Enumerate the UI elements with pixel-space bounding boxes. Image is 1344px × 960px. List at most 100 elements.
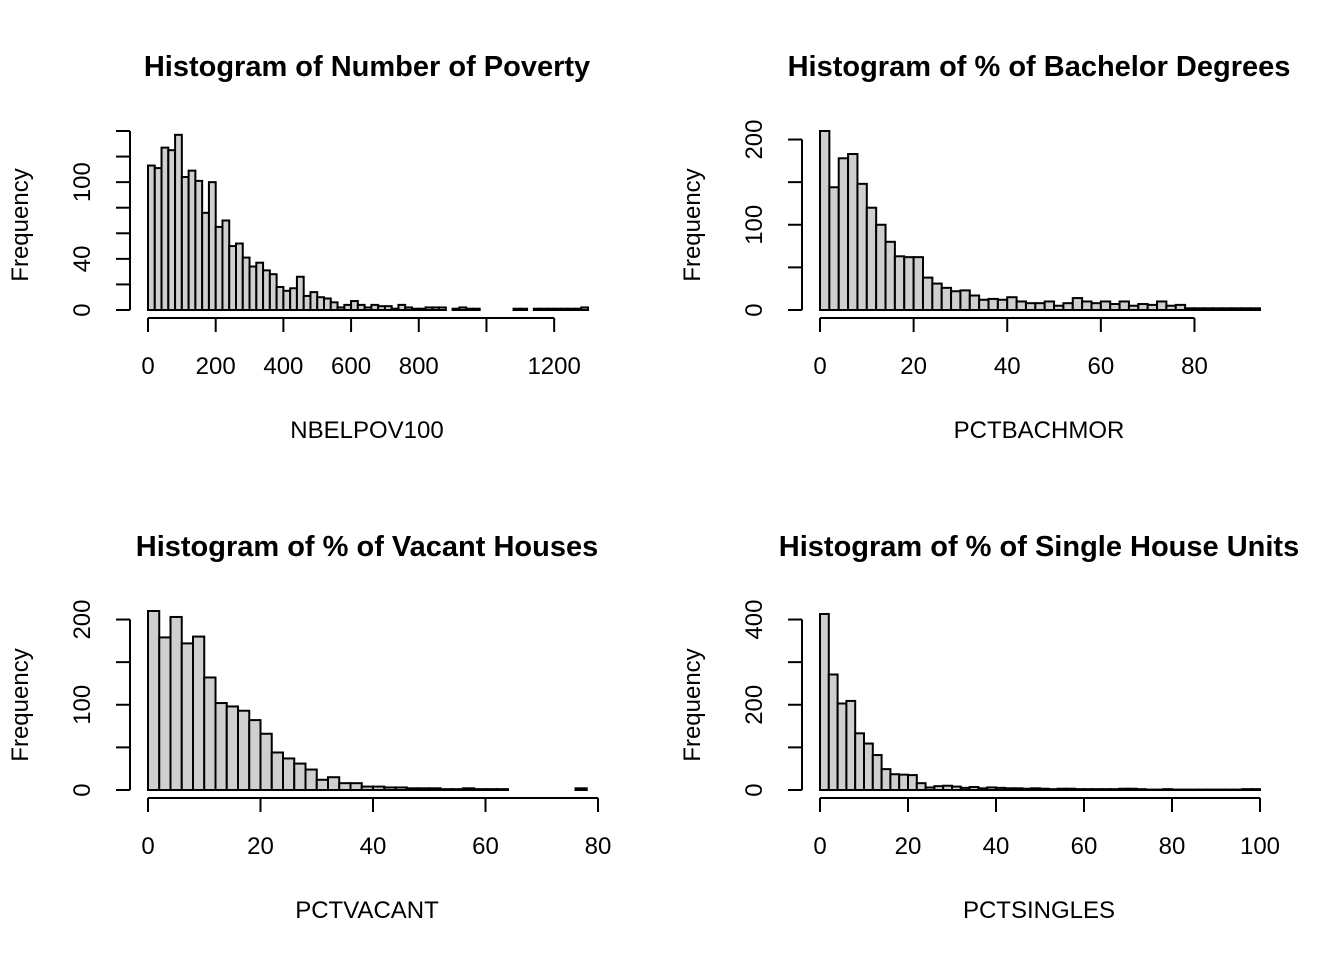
- histogram-bar: [338, 782, 352, 792]
- histogram-bar: [986, 786, 998, 792]
- bars: [147, 610, 588, 792]
- histogram-bar: [248, 719, 262, 791]
- panel-4: Histogram of % of Single House Units0200…: [679, 531, 1299, 924]
- histogram-bar: [428, 787, 442, 791]
- histogram-bar: [1109, 788, 1121, 792]
- x-tick-label: 0: [813, 353, 826, 380]
- x-axis-label: PCTVACANT: [295, 897, 439, 924]
- histogram-bar: [304, 768, 318, 791]
- histogram-bar: [553, 307, 562, 312]
- histogram-bar: [241, 256, 251, 312]
- histogram-bar: [356, 303, 366, 311]
- histogram-bar: [1003, 787, 1015, 791]
- histogram-bar: [1047, 788, 1059, 792]
- histogram-bar: [968, 786, 980, 791]
- histogram-bar: [450, 788, 464, 792]
- histogram-bar: [1174, 303, 1187, 311]
- histogram-bar: [424, 306, 434, 312]
- histogram-bar: [580, 306, 590, 312]
- panel-2: Histogram of % of Bachelor Degrees 0 100 20…: [679, 51, 1290, 444]
- histogram-bar: [1137, 303, 1149, 311]
- bars: [819, 612, 1261, 792]
- histogram-bar: [1118, 787, 1129, 792]
- y-axis-label: Frequency: [679, 648, 706, 761]
- x-axis-label: NBELPOV100: [290, 417, 443, 444]
- histogram-bar: [1240, 307, 1252, 311]
- x-axis-label: PCTBACHMOR: [954, 417, 1125, 444]
- histogram-bar: [1083, 788, 1094, 792]
- histogram-bar: [863, 742, 874, 791]
- histogram-bar: [275, 285, 285, 312]
- y-axis-label: Frequency: [7, 648, 34, 761]
- x-tick-label: 60: [1087, 353, 1114, 380]
- histogram-bar: [438, 306, 447, 312]
- y-tick-label: 100: [69, 162, 96, 202]
- histogram-bar: [207, 181, 217, 311]
- histogram-bar: [473, 788, 487, 792]
- histogram-bar: [153, 167, 163, 311]
- histogram-bar: [978, 298, 990, 311]
- histogram-bar: [439, 788, 453, 792]
- x-tick-label: 20: [247, 833, 274, 860]
- histogram-bar: [865, 206, 878, 311]
- histogram-bar: [1193, 307, 1205, 311]
- histogram-bar: [845, 699, 857, 792]
- histogram-bar: [1039, 787, 1050, 792]
- histogram-bar: [411, 307, 420, 312]
- histogram-bar: [912, 256, 924, 311]
- histogram-bar: [996, 298, 1009, 311]
- histogram-bar: [201, 211, 210, 311]
- histogram-bar: [532, 307, 542, 312]
- histogram-bar: [933, 785, 945, 792]
- histogram-bar: [854, 732, 866, 791]
- x-tick-label: 40: [983, 833, 1010, 860]
- y-axis: 0 100 200: [741, 120, 803, 317]
- histogram-bar: [1012, 787, 1024, 791]
- histogram-bar: [203, 676, 217, 791]
- histogram-bar: [237, 709, 251, 792]
- x-tick-label: 800: [399, 353, 439, 380]
- x-tick-label: 0: [141, 353, 154, 380]
- histogram-bar: [383, 305, 393, 311]
- x-axis: 0 20 40 60 80: [813, 317, 1208, 380]
- histogram-bar: [1135, 788, 1147, 792]
- histogram-bar: [194, 179, 204, 311]
- histogram-bar: [539, 307, 549, 312]
- bars: [819, 130, 1262, 312]
- histogram-bar: [255, 261, 265, 312]
- histogram-bar: [1024, 302, 1037, 311]
- histogram-bar: [819, 612, 830, 791]
- histogram-bar: [343, 303, 353, 311]
- histogram-bar: [856, 182, 868, 312]
- histogram-bar: [259, 732, 273, 791]
- histogram-bar: [1127, 787, 1138, 792]
- y-tick-label: 200: [741, 685, 768, 725]
- histogram-bar: [309, 291, 319, 312]
- histogram-bar: [383, 786, 397, 792]
- histogram-bar: [884, 240, 896, 311]
- x-tick-label: 60: [1071, 833, 1098, 860]
- chart-title: Histogram of % of Bachelor Degrees: [788, 51, 1291, 83]
- histogram-bar: [1030, 787, 1041, 791]
- chart-title: Histogram of % of Single House Units: [779, 531, 1299, 563]
- histogram-bar: [1091, 788, 1103, 792]
- chart-title: Histogram of % of Vacant Houses: [136, 531, 599, 563]
- histogram-bar: [1165, 304, 1177, 312]
- histogram-bar: [372, 785, 386, 791]
- histogram-bar: [889, 773, 901, 792]
- histogram-bar: [167, 149, 177, 311]
- histogram-bar: [248, 265, 258, 311]
- histogram-bar: [214, 225, 224, 311]
- histogram-bar: [1250, 788, 1261, 792]
- y-tick-label: 0: [69, 783, 96, 796]
- histogram-bar: [214, 702, 228, 791]
- histogram-bar: [827, 673, 839, 791]
- histogram-bar: [836, 702, 848, 792]
- histogram-bar: [559, 307, 569, 312]
- histogram-bar: [174, 133, 183, 311]
- histogram-bar: [289, 287, 298, 311]
- histogram-bar: [942, 784, 954, 792]
- histogram-bar: [950, 290, 962, 311]
- histogram-bar: [160, 146, 170, 311]
- x-axis: 0 20 40 60 80: [141, 797, 611, 860]
